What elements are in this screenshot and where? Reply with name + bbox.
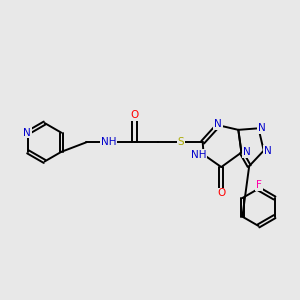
Text: S: S [178, 137, 184, 147]
Text: N: N [23, 128, 31, 138]
Text: O: O [130, 110, 139, 120]
Text: N: N [242, 148, 250, 158]
Text: O: O [217, 188, 225, 198]
Text: NH: NH [101, 137, 116, 147]
Text: N: N [264, 146, 272, 156]
Text: N: N [258, 123, 266, 133]
Text: NH: NH [191, 150, 206, 160]
Text: F: F [256, 180, 262, 190]
Text: N: N [214, 119, 222, 129]
